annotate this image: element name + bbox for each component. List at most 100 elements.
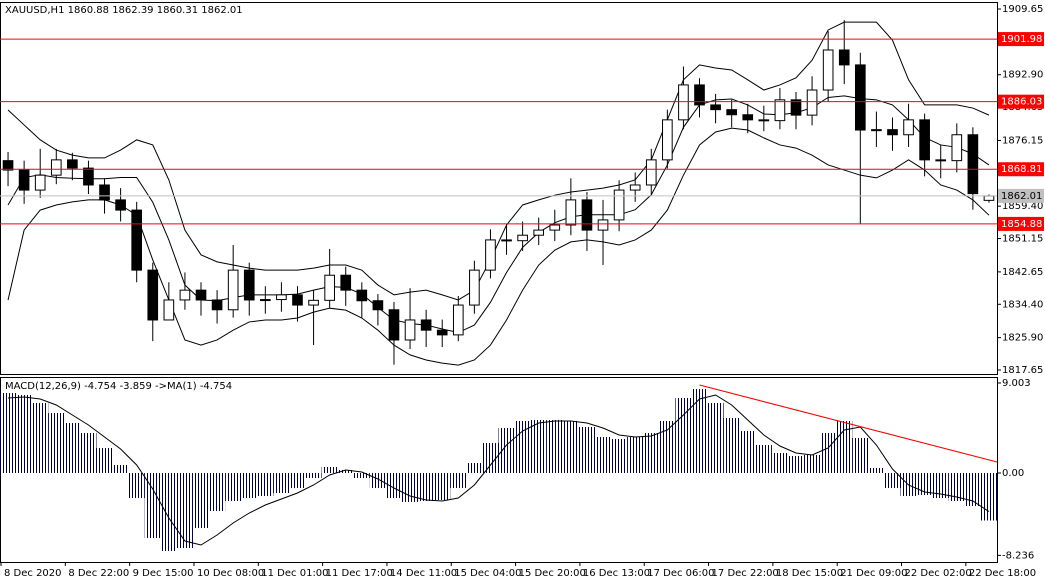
macd-bar [578,427,595,473]
candle-body [662,119,673,161]
macd-bar [804,455,821,473]
trend-line [699,384,998,463]
candle-body [951,134,963,162]
signal-title: ->MA(1) [155,381,197,392]
level-box [998,32,1044,47]
macd-bar [353,473,370,478]
candle-body [678,84,689,121]
candle-body [211,299,223,311]
candle-body [99,184,110,201]
candle-body [871,129,882,132]
axis-layer: 1909.651901.401892.901884.651876.151867.… [0,4,1044,579]
macd-bar [723,418,740,473]
macd-layer [0,384,998,551]
candle-body [887,129,898,136]
candle-body [694,84,705,106]
macd-bar [450,473,467,488]
candle-body [83,167,94,186]
candle-body [838,49,850,66]
candle-body [179,289,191,301]
candle-body [356,289,368,302]
macd-bar [771,453,788,473]
macd-bar [337,470,354,473]
macd-bar [884,473,901,488]
macd-value-repeat: -4.754 [200,381,232,392]
macd-bar [225,473,242,501]
candle-body [18,169,30,191]
macd-bar [289,473,306,488]
candle-body [292,294,303,306]
macd-bar [209,473,226,511]
candle-body [854,64,866,131]
x-tick-label: 21 Dec 09:00 [840,568,907,579]
macd-bar [611,439,628,473]
macd-bar [659,421,676,473]
macd-bar [160,473,177,551]
macd-bar [176,473,193,548]
x-tick-label: 9 Dec 15:00 [133,568,194,579]
macd-bar [546,420,563,473]
candle-body [790,99,802,116]
close-value: 1862.01 [201,5,242,16]
candle-body [581,199,593,231]
y-tick-label: 1876.15 [1002,135,1043,146]
macd-bar [48,413,65,473]
candle-body [243,269,255,301]
candle-body [276,294,287,301]
macd-bar [627,437,644,473]
candle-body [2,160,14,171]
candle-body [485,239,496,271]
macd-bar [980,473,997,521]
candle-body [742,114,754,121]
x-tick-label: 16 Dec 13:00 [583,568,650,579]
x-tick-label: 11 Dec 01:00 [261,568,328,579]
candle-body [131,209,143,271]
macd-bar [402,473,419,502]
candle-body [565,199,577,226]
signal-value: -3.859 [120,381,152,392]
candle-body [308,299,319,306]
candle-body [967,134,979,195]
level-label: 1901.98 [1001,34,1042,45]
x-tick-label: 8 Dec 2020 [4,568,62,579]
macd-bar [787,456,805,473]
candle-body [806,89,818,116]
candle-body [388,309,400,341]
candle-body [404,319,416,341]
macd-bar [32,403,49,473]
macd-bar [755,445,772,473]
macd-bar [434,473,451,500]
level-box [998,162,1044,177]
macd-bar [675,398,692,473]
x-tick-label: 22 Dec 02:00 [905,568,972,579]
macd-bar [305,473,322,478]
x-tick-label: 8 Dec 22:00 [68,568,129,579]
macd-bar [948,473,965,501]
level-box [998,94,1044,109]
open-value: 1860.88 [68,5,109,16]
macd-bar [643,433,660,473]
x-tick-label: 18 Dec 15:00 [776,568,843,579]
candle-body [645,159,657,186]
candle-body [420,319,432,331]
y-tick-label: 0.00 [1002,468,1024,479]
signal-line [8,394,990,546]
x-tick-label: 22 Dec 18:00 [969,568,1036,579]
macd-bar [498,428,515,473]
macd-bar [964,473,981,506]
current-price-label: 1862.01 [1001,191,1042,202]
candle-body [935,159,947,162]
x-tick-label: 14 Dec 11:00 [390,568,457,579]
y-tick-label: -8.236 [1002,550,1034,561]
x-tick-label: 17 Dec 22:00 [712,568,779,579]
high-value: 1862.39 [112,5,153,16]
macd-bar [112,465,129,473]
macd-bar [514,421,531,473]
candle-body [227,269,239,311]
macd-bar [932,473,949,498]
low-value: 1860.31 [157,5,198,16]
candle-body [919,119,930,161]
candle-body [452,304,464,336]
macd-bar [707,403,724,473]
